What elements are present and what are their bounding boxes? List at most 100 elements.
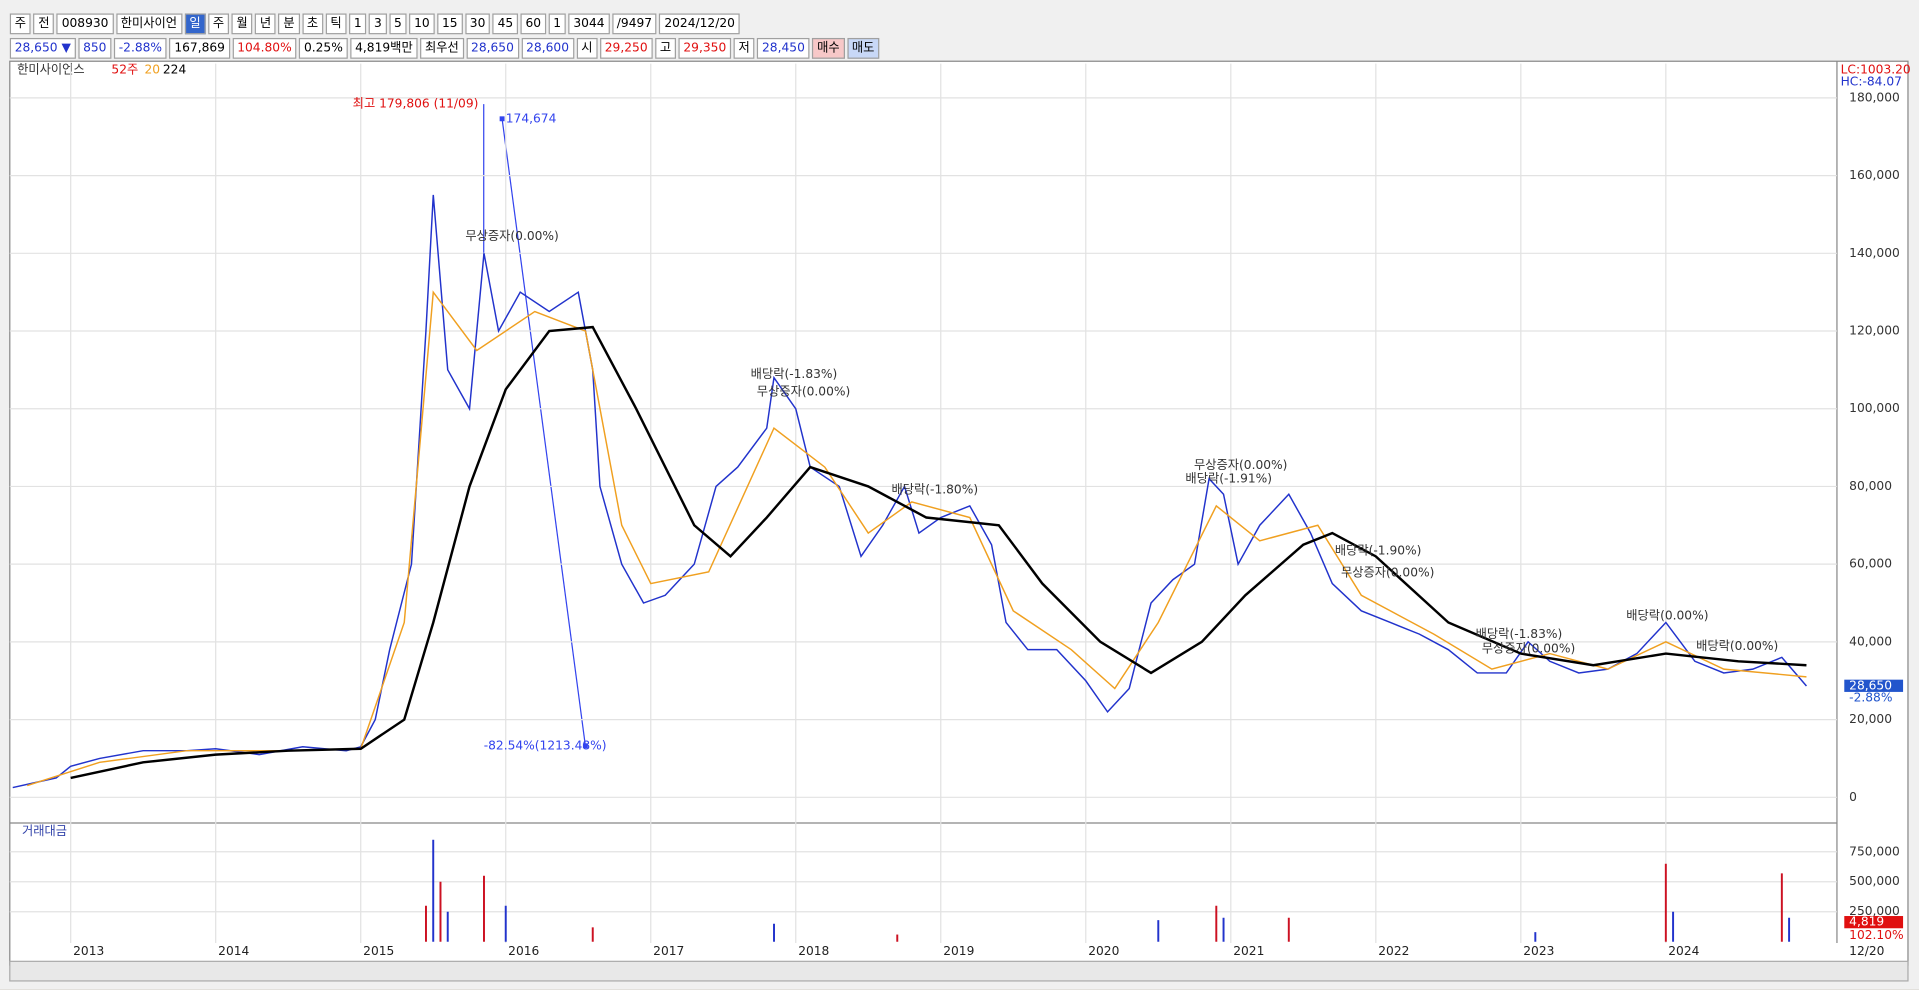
toolbar: 주 전 008930 한미사이언 일 주 월 년 분 초 틱 1 3 5 10 15 30 45 60 1 3044/9… <box>9 13 740 35</box>
annotation: 배당락(-1.83%) <box>751 367 838 381</box>
volume-bar <box>1287 917 1290 942</box>
volume-bar <box>446 911 449 942</box>
y-tick-label: 500,000 <box>1849 874 1900 888</box>
toolbar-button[interactable]: 년 <box>254 13 277 35</box>
volume-bar <box>1534 932 1537 942</box>
toolbar-button[interactable]: 월 <box>231 13 253 35</box>
price-tag: -2.88% <box>1849 691 1892 705</box>
quote-field[interactable]: 0.25% <box>299 37 348 59</box>
annotation: 배당락(0.00%) <box>1626 608 1708 622</box>
toolbar-button[interactable]: 전 <box>33 13 55 35</box>
annotation: 무상증자(0.00%) <box>1194 458 1287 472</box>
handle <box>582 743 588 749</box>
volume-bar <box>504 905 507 942</box>
toolbar-button[interactable]: 45 <box>492 13 519 35</box>
toolbar-button[interactable]: 주 <box>207 13 230 35</box>
y-tick-label: 40,000 <box>1849 634 1892 648</box>
annotation: 무상증자(0.00%) <box>1341 566 1434 580</box>
scrollbar[interactable] <box>9 960 1909 982</box>
annotation: 174,674 <box>506 111 557 125</box>
quote-field[interactable]: 28,650 ▼ <box>9 37 76 59</box>
annotation: 배당락(-1.83%) <box>1476 627 1563 641</box>
toolbar-button[interactable]: 1 <box>349 13 367 35</box>
y-tick-label: 140,000 <box>1849 246 1900 260</box>
volume-bar <box>773 923 775 942</box>
volume-bar <box>1788 917 1791 942</box>
quote-field[interactable]: 29,250 <box>599 37 653 59</box>
annotation: 배당락(-1.80%) <box>892 482 979 496</box>
toolbar-button[interactable]: 5 <box>389 13 407 35</box>
toolbar-button[interactable]: 한미사이언 <box>115 13 182 35</box>
x-tick-label: 2013 <box>73 944 104 958</box>
price-tag: 28,650 <box>1849 678 1892 692</box>
quote-bar: 28,650 ▼ 850 -2.88% 167,869 104.80% 0.25% 4,81… <box>9 37 880 59</box>
quote-field[interactable]: 28,650 <box>466 37 519 59</box>
corner-label: HC:-84.07 <box>1841 75 1902 89</box>
quote-field[interactable]: 저 <box>733 37 755 59</box>
toolbar-button[interactable]: /9497 <box>611 13 657 35</box>
toolbar-button[interactable]: 008930 <box>56 13 114 35</box>
quote-field[interactable]: 고 <box>654 37 677 59</box>
x-tick-label: 2020 <box>1088 944 1119 958</box>
toolbar-button[interactable]: 2024/12/20 <box>659 13 740 35</box>
quote-field[interactable]: 104.80% <box>232 37 297 59</box>
price-tag-bg <box>1844 679 1904 692</box>
volume-tag: 102.10% <box>1849 928 1903 942</box>
toolbar-button[interactable]: 3 <box>369 13 387 35</box>
x-tick-label: 2023 <box>1523 944 1554 958</box>
quote-field[interactable]: 29,350 <box>678 37 732 59</box>
quote-field[interactable]: 4,819백만 <box>350 37 418 59</box>
legend-item: 224 <box>163 62 187 76</box>
series-line <box>26 290 1807 787</box>
volume-bar <box>896 934 899 942</box>
x-tick-label: 2017 <box>653 944 684 958</box>
quote-field[interactable]: 850 <box>78 37 112 59</box>
toolbar-button[interactable]: 분 <box>278 13 300 35</box>
toolbar-button[interactable]: 3044 <box>568 13 610 35</box>
toolbar-button[interactable]: 초 <box>302 13 324 35</box>
toolbar-button[interactable]: 15 <box>437 13 463 35</box>
toolbar-button[interactable]: 일 <box>184 13 206 35</box>
y-tick-label: 180,000 <box>1849 90 1900 104</box>
volume-bar <box>591 927 594 942</box>
annotation: -82.54%(1213.48%) <box>484 738 607 752</box>
toolbar-button[interactable]: 틱 <box>325 13 347 35</box>
annotation: 배당락(0.00%) <box>1696 639 1778 653</box>
quote-field[interactable]: -2.88% <box>113 37 167 59</box>
annotation: 무상증자(0.00%) <box>465 229 558 243</box>
quote-field[interactable]: 28,600 <box>521 37 574 59</box>
x-tick-label: 2014 <box>218 944 249 958</box>
toolbar-button[interactable]: 30 <box>464 13 491 35</box>
quote-field[interactable]: 최우선 <box>420 37 464 59</box>
quote-field[interactable]: 28,450 <box>757 37 810 59</box>
tag-bg <box>1844 916 1904 929</box>
x-end-label: 12/20 <box>1849 944 1884 958</box>
x-tick-label: 2024 <box>1668 944 1699 958</box>
quote-field[interactable]: 시 <box>576 37 598 59</box>
x-tick-label: 2016 <box>508 944 539 958</box>
toolbar-button[interactable]: 10 <box>409 13 435 35</box>
toolbar-button[interactable]: 60 <box>520 13 546 35</box>
y-tick-label: 60,000 <box>1849 557 1892 571</box>
quote-field[interactable]: 매도 <box>847 37 880 59</box>
legend-item: 20 <box>145 62 161 76</box>
x-tick-label: 2015 <box>363 944 394 958</box>
legend-name: 한미사이언스 <box>17 62 85 76</box>
volume-bar <box>1157 920 1160 942</box>
annotation: 배당락(-1.91%) <box>1185 471 1272 485</box>
y-tick-label: 0 <box>1849 790 1857 804</box>
toolbar-button[interactable]: 1 <box>548 13 567 35</box>
toolbar-button[interactable]: 주 <box>9 13 31 35</box>
chart-frame <box>9 60 1909 966</box>
y-tick-label: 120,000 <box>1849 324 1900 338</box>
y-tick-label: 160,000 <box>1849 168 1900 182</box>
series-line <box>70 325 1807 780</box>
quote-field[interactable]: 167,869 <box>169 37 230 59</box>
volume-bar <box>1215 905 1218 942</box>
x-tick-label: 2019 <box>943 944 974 958</box>
volume-bar <box>439 881 442 942</box>
handle <box>499 116 505 122</box>
annotation: 무상증자(0.00%) <box>757 384 850 398</box>
quote-field[interactable]: 매수 <box>812 37 845 59</box>
